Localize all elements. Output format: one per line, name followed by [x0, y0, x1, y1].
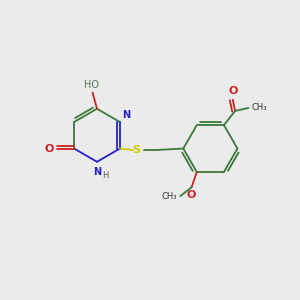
Text: O: O [187, 190, 196, 200]
Text: O: O [45, 143, 54, 154]
Text: CH₃: CH₃ [252, 103, 267, 112]
Text: N: N [122, 110, 130, 120]
Text: O: O [228, 86, 237, 96]
Text: HO: HO [84, 80, 99, 90]
Text: H: H [102, 171, 109, 180]
Text: S: S [133, 145, 141, 155]
Text: CH₃: CH₃ [162, 192, 177, 201]
Text: N: N [93, 167, 101, 177]
